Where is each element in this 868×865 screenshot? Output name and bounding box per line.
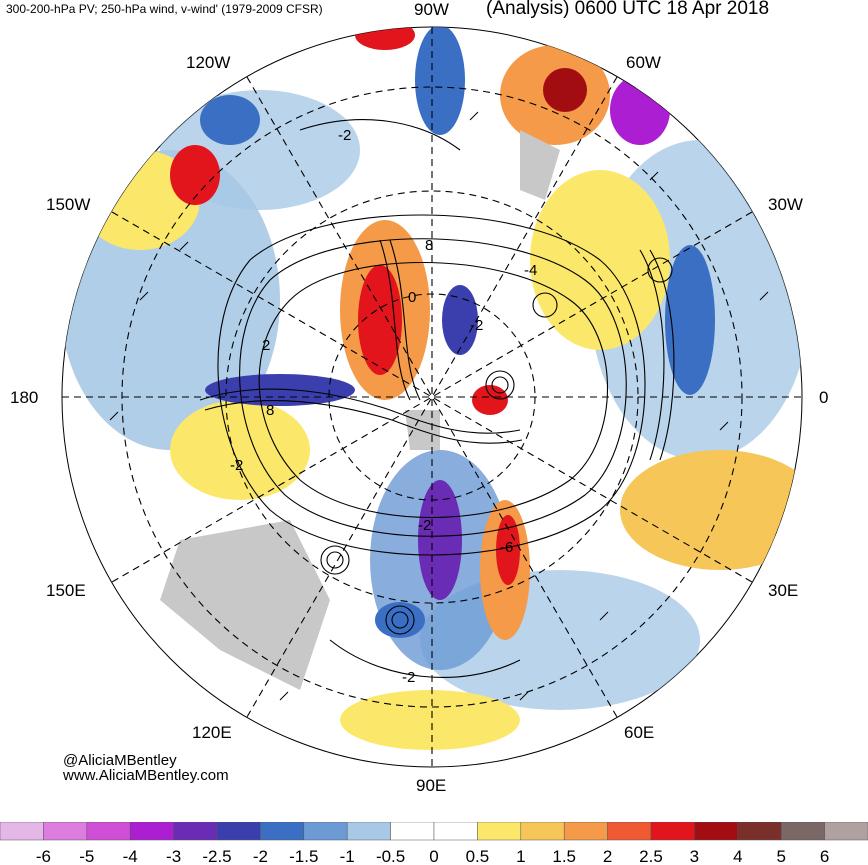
colorbar: -6 -5 -4 -3 -2.5 -2 -1.5 -1 -0.5 0 0.5 1 1.5 2 2.5 3 4 5 6 [0, 822, 868, 865]
colorbar-swatch [520, 822, 565, 841]
lon-label-30w: 30W [768, 195, 803, 214]
contour-label: -2 [230, 457, 243, 474]
contour-label: -2 [402, 669, 415, 686]
map-description: 300-200-hPa PV; 250-hPa wind, v-wind' (1… [6, 2, 323, 16]
colorbar-swatch [129, 822, 174, 841]
graticule [62, 27, 802, 767]
colorbar-tick-label: 5 [776, 847, 785, 865]
lon-label-0: 0 [819, 388, 828, 407]
colorbar-tick-label: -1.5 [289, 847, 318, 865]
colorbar-tick-label: 1 [516, 847, 525, 865]
colorbar-tick-label: 3 [690, 847, 699, 865]
colorbar-tick-label: -1 [340, 847, 355, 865]
colorbar-tick-label: 6 [820, 847, 829, 865]
colorbar-swatch [607, 822, 652, 841]
colorbar-swatch [650, 822, 695, 841]
credit-website: www.AliciaMBentley.com [63, 767, 229, 784]
colorbar-swatch [260, 822, 305, 841]
colorbar-swatch [477, 822, 522, 841]
colorbar-swatch [86, 822, 131, 841]
contour-label: 8 [266, 402, 274, 419]
colorbar-swatch [824, 822, 868, 841]
lon-label-150e: 150E [46, 581, 86, 600]
contour-label: -4 [524, 262, 537, 279]
contour-label: 8 [425, 237, 433, 254]
colorbar-swatch [694, 822, 739, 841]
colorbar-tick-label: -5 [79, 847, 94, 865]
lon-label-120w: 120W [186, 53, 230, 72]
colorbar-tick-label: -2 [253, 847, 268, 865]
analysis-time: (Analysis) 0600 UTC 18 Apr 2018 [486, 0, 770, 19]
colorbar-tick-label: -6 [36, 847, 51, 865]
lon-label-60e: 60E [624, 723, 654, 742]
colorbar-swatch [216, 822, 261, 841]
colorbar-tick-label: -0.5 [376, 847, 405, 865]
lon-label-30e: 30E [768, 581, 798, 600]
colorbar-tick-label: 2 [603, 847, 612, 865]
colorbar-swatch [173, 822, 218, 841]
colorbar-tick-label: -3 [166, 847, 181, 865]
colorbar-swatch [390, 822, 435, 841]
colorbar-swatch [303, 822, 348, 841]
contour-label: -2 [338, 127, 351, 144]
colorbar-swatch [780, 822, 825, 841]
contour-label: -6 [500, 539, 513, 556]
colorbar-tick-label: -2.5 [202, 847, 231, 865]
colorbar-swatch [43, 822, 88, 841]
colorbar-tick-label: 0 [429, 847, 438, 865]
colorbar-tick-label: 4 [733, 847, 742, 865]
colorbar-swatch [346, 822, 391, 841]
lon-label-180: 180 [10, 388, 38, 407]
lon-label-150w: 150W [46, 195, 90, 214]
contour-label: -2 [470, 317, 483, 334]
colorbar-tick-label: 2.5 [639, 847, 663, 865]
colorbar-swatch [433, 822, 478, 841]
lon-label-90w: 90W [414, 0, 449, 19]
lon-label-60w: 60W [626, 53, 661, 72]
colorbar-swatch [0, 822, 44, 841]
colorbar-tick-label: 0.5 [466, 847, 490, 865]
contour-label: 0 [408, 289, 416, 306]
colorbar-swatch [563, 822, 608, 841]
credit-handle: @AliciaMBentley [63, 752, 177, 769]
contour-label: -2 [418, 517, 431, 534]
lon-label-90e: 90E [416, 776, 446, 795]
colorbar-swatch [737, 822, 782, 841]
colorbar-tick-label: -4 [123, 847, 138, 865]
polar-map: 90W 120W 60W 150W 30W 180 0 150E 30E 120… [10, 0, 828, 795]
lon-label-120e: 120E [192, 723, 232, 742]
contour-label: 2 [262, 337, 270, 354]
colorbar-tick-label: 1.5 [552, 847, 576, 865]
